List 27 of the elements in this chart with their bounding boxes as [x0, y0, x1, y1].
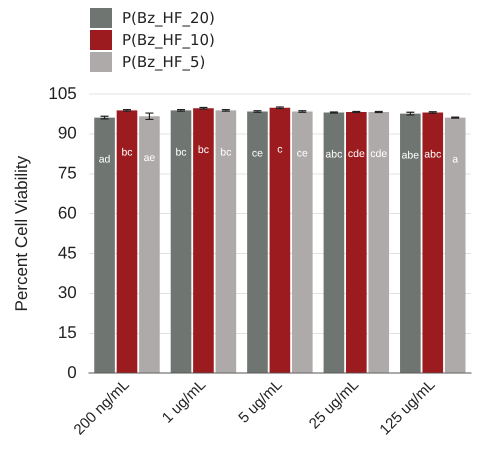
data-label: ad	[98, 153, 111, 166]
y-tick-label: 45	[58, 243, 77, 262]
data-label: bc	[220, 146, 232, 158]
data-label: abc	[325, 148, 342, 160]
y-tick-label: 15	[58, 322, 77, 342]
legend-label: P(Bz_HF_20)	[122, 9, 215, 27]
data-label: abc	[424, 148, 442, 160]
data-label: a	[452, 153, 458, 166]
legend-label: P(Bz_HF_5)	[122, 53, 206, 71]
data-label: bc	[175, 146, 187, 158]
legend-label: P(Bz_HF_10)	[122, 31, 215, 49]
y-tick-label: 0	[67, 362, 77, 382]
y-tick-label: 60	[58, 203, 77, 222]
data-label: bc	[198, 144, 209, 156]
y-tick-label: 105	[48, 84, 77, 103]
y-tick-label: 30	[58, 283, 77, 302]
data-label: cde	[370, 148, 388, 160]
data-label: ae	[144, 152, 156, 164]
data-label: ce	[252, 147, 264, 160]
y-tick-label: 75	[58, 164, 77, 183]
data-label: bc	[121, 146, 133, 158]
y-axis-title: Percent Cell Viability	[12, 155, 31, 312]
data-label: abe	[402, 149, 420, 162]
data-label: cde	[348, 148, 365, 160]
y-tick-label: 90	[58, 124, 77, 143]
data-label: ce	[296, 147, 308, 160]
data-label: c	[277, 144, 283, 156]
